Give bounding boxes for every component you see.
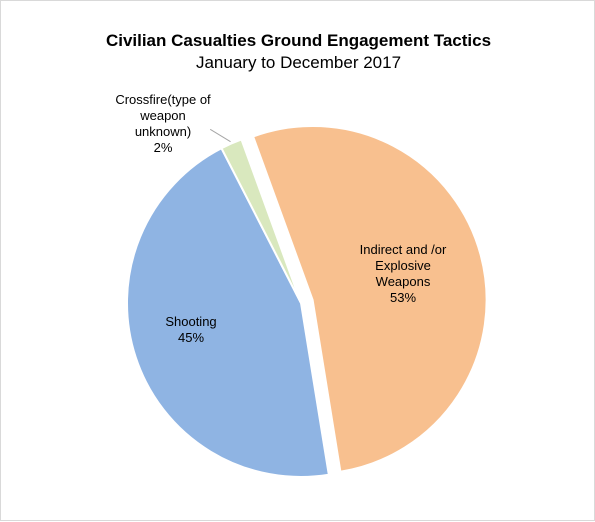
pie-slice-2: [126, 146, 330, 478]
leader-line-3: [209, 128, 231, 143]
slice-category-label-2: Shooting: [165, 314, 216, 329]
slice-category-label-1: Indirect and /or: [360, 242, 447, 257]
slice-value-label-3: 2%: [154, 140, 173, 155]
slice-category-label-1: Weapons: [376, 274, 431, 289]
pie-slice-3: [220, 138, 302, 304]
chart-subtitle: January to December 2017: [195, 53, 402, 72]
slice-category-label-3: unknown): [135, 124, 191, 139]
slice-category-label-1: Explosive: [375, 258, 431, 273]
chart-title: Civilian Casualties Ground Engagement Ta…: [105, 31, 492, 50]
slice-value-label-1: 53%: [390, 290, 416, 305]
slice-category-label-3: weapon: [139, 108, 186, 123]
pie-slice-1: [251, 125, 488, 473]
slice-category-label-3: Crossfire(type of: [115, 92, 211, 107]
slice-value-label-2: 45%: [178, 330, 204, 345]
